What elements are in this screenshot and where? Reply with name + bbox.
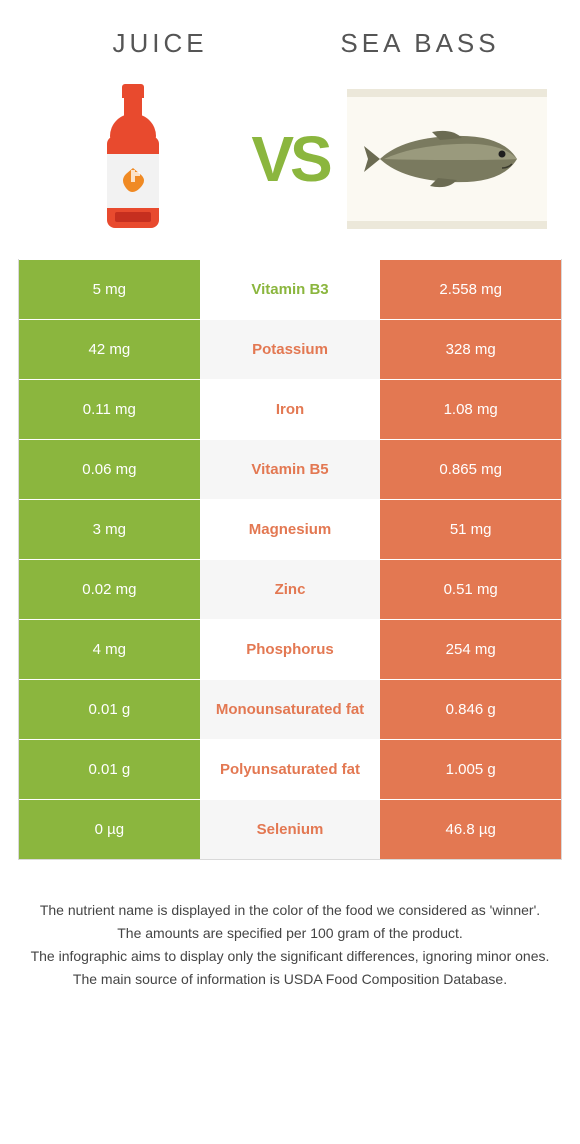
nutrient-row: 0.02 mgZinc0.51 mg: [19, 559, 561, 619]
right-value: 254 mg: [380, 620, 561, 679]
right-title: SEA BASS: [290, 28, 550, 59]
footer-line: The infographic aims to display only the…: [30, 946, 550, 967]
nutrient-row: 4 mgPhosphorus254 mg: [19, 619, 561, 679]
nutrient-row: 0 µgSelenium46.8 µg: [19, 799, 561, 859]
left-value: 0.02 mg: [19, 560, 200, 619]
nutrient-name: Magnesium: [200, 500, 381, 559]
nutrient-name: Zinc: [200, 560, 381, 619]
nutrient-row: 0.01 gPolyunsaturated fat1.005 g: [19, 739, 561, 799]
footer-notes: The nutrient name is displayed in the co…: [0, 860, 580, 1012]
right-value: 0.865 mg: [380, 440, 561, 499]
nutrient-name: Potassium: [200, 320, 381, 379]
seabass-image: [335, 79, 560, 239]
nutrient-name: Iron: [200, 380, 381, 439]
right-value: 1.08 mg: [380, 380, 561, 439]
header: JUICE SEA BASS: [0, 0, 580, 69]
footer-line: The main source of information is USDA F…: [30, 969, 550, 990]
vs-text: VS: [245, 122, 334, 196]
left-value: 4 mg: [19, 620, 200, 679]
images-row: VS: [0, 69, 580, 259]
left-value: 5 mg: [19, 260, 200, 319]
right-value: 46.8 µg: [380, 800, 561, 859]
left-value: 0.01 g: [19, 740, 200, 799]
nutrient-name: Selenium: [200, 800, 381, 859]
nutrient-row: 3 mgMagnesium51 mg: [19, 499, 561, 559]
right-value: 51 mg: [380, 500, 561, 559]
fish-icon: [347, 89, 547, 229]
left-value: 3 mg: [19, 500, 200, 559]
right-value: 0.51 mg: [380, 560, 561, 619]
juice-image: [20, 79, 245, 239]
right-value: 2.558 mg: [380, 260, 561, 319]
nutrient-name: Monounsaturated fat: [200, 680, 381, 739]
footer-line: The nutrient name is displayed in the co…: [30, 900, 550, 921]
nutrient-name: Vitamin B3: [200, 260, 381, 319]
right-value: 328 mg: [380, 320, 561, 379]
nutrient-row: 42 mgPotassium328 mg: [19, 319, 561, 379]
right-value: 1.005 g: [380, 740, 561, 799]
bottle-icon: [103, 84, 163, 234]
nutrient-name: Phosphorus: [200, 620, 381, 679]
nutrient-row: 0.11 mgIron1.08 mg: [19, 379, 561, 439]
left-value: 0.06 mg: [19, 440, 200, 499]
right-value: 0.846 g: [380, 680, 561, 739]
nutrient-row: 0.01 gMonounsaturated fat0.846 g: [19, 679, 561, 739]
nutrient-name: Vitamin B5: [200, 440, 381, 499]
left-value: 0.01 g: [19, 680, 200, 739]
left-title: JUICE: [30, 28, 290, 59]
left-value: 42 mg: [19, 320, 200, 379]
nutrient-row: 5 mgVitamin B32.558 mg: [19, 259, 561, 319]
left-value: 0 µg: [19, 800, 200, 859]
left-value: 0.11 mg: [19, 380, 200, 439]
nutrient-row: 0.06 mgVitamin B50.865 mg: [19, 439, 561, 499]
footer-line: The amounts are specified per 100 gram o…: [30, 923, 550, 944]
nutrient-name: Polyunsaturated fat: [200, 740, 381, 799]
nutrient-table: 5 mgVitamin B32.558 mg42 mgPotassium328 …: [18, 259, 562, 860]
